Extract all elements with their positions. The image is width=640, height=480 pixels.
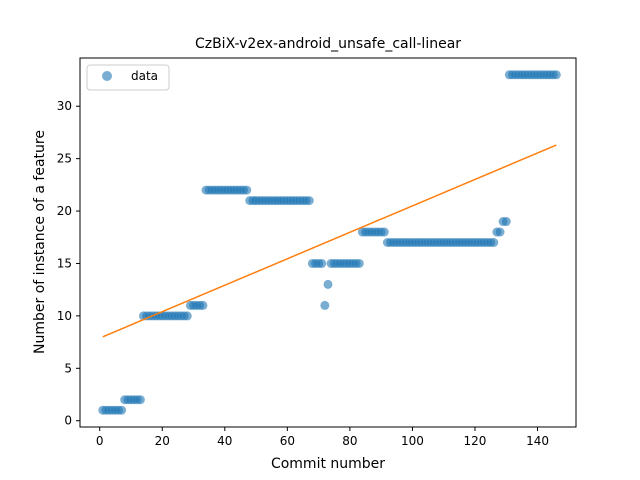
data-point bbox=[117, 405, 127, 415]
data-point bbox=[489, 238, 499, 247]
plot-area bbox=[98, 70, 561, 415]
x-tick-label: 140 bbox=[526, 434, 549, 448]
data-point bbox=[495, 227, 505, 237]
data-point bbox=[501, 217, 511, 227]
x-tick-label: 120 bbox=[464, 434, 487, 448]
y-tick-label: 10 bbox=[57, 309, 72, 323]
data-point bbox=[551, 70, 561, 80]
y-tick-label: 25 bbox=[57, 152, 72, 166]
y-tick-label: 0 bbox=[64, 414, 72, 428]
x-axis-label: Commit number bbox=[271, 456, 385, 472]
legend: data bbox=[86, 64, 170, 91]
data-point bbox=[242, 185, 252, 195]
y-axis-label: Number of instance of a feature bbox=[32, 130, 48, 354]
x-tick-label: 20 bbox=[155, 434, 170, 448]
legend-marker bbox=[102, 71, 112, 81]
x-tick-label: 100 bbox=[401, 434, 424, 448]
data-point bbox=[320, 300, 330, 310]
data-point bbox=[182, 311, 192, 321]
data-point bbox=[323, 279, 333, 289]
chart-title: CzBiX-v2ex-android_unsafe_call-linear bbox=[195, 36, 461, 52]
x-tick-label: 80 bbox=[342, 434, 357, 448]
y-tick-label: 20 bbox=[57, 204, 72, 218]
data-point bbox=[317, 258, 327, 268]
x-tick-label: 0 bbox=[96, 434, 104, 448]
y-tick-label: 5 bbox=[64, 361, 72, 375]
fit-line bbox=[102, 144, 557, 338]
y-axis: 0 5 10 15 20 25 30 bbox=[57, 99, 80, 428]
data-point bbox=[354, 258, 364, 268]
legend-label: data bbox=[131, 69, 158, 83]
data-point bbox=[304, 196, 314, 206]
data-point bbox=[198, 300, 208, 310]
axes-frame bbox=[79, 57, 577, 428]
data-point bbox=[135, 395, 145, 405]
y-tick-label: 30 bbox=[57, 99, 72, 113]
x-axis: 0 20 40 60 80 100 120 140 bbox=[96, 427, 549, 448]
y-tick-label: 15 bbox=[57, 256, 72, 270]
data-point bbox=[379, 227, 389, 237]
x-tick-label: 40 bbox=[217, 434, 232, 448]
x-tick-label: 60 bbox=[280, 434, 295, 448]
